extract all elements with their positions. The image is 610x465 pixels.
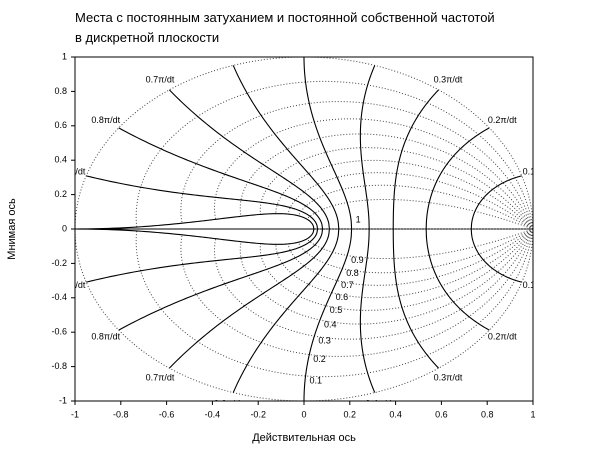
x-axis-label: Действительная ось xyxy=(252,432,356,444)
frequency-label: 0.9π/dt xyxy=(57,280,86,290)
x-tick-label: 0.8 xyxy=(481,409,494,419)
y-tick-label: -0.8 xyxy=(51,361,67,371)
x-tick-label: -0.2 xyxy=(250,409,266,419)
x-tick-label: -0.8 xyxy=(113,409,129,419)
frequency-label: 0.1π/dt xyxy=(523,167,552,177)
frequency-label: 0.6π/dt xyxy=(214,48,243,58)
damping-curve xyxy=(306,198,533,230)
y-tick-label: 1 xyxy=(62,51,67,61)
frequency-curve xyxy=(86,175,319,230)
chart-title: Места с постоянным затуханием и постоянн… xyxy=(75,10,495,25)
damping-label: 0.1 xyxy=(310,375,323,385)
y-tick-label: -0.6 xyxy=(51,327,67,337)
frequency-label: 0.6π/dt xyxy=(214,398,243,408)
y-tick-label: 0 xyxy=(62,223,67,233)
damping-curve xyxy=(135,80,533,230)
y-axis-label: Мнимая ось xyxy=(6,198,18,260)
frequency-label: 0.3π/dt xyxy=(434,372,463,382)
damping-label: 0.6 xyxy=(336,292,349,302)
frequency-label: 0.7π/dt xyxy=(146,74,175,84)
frequency-curve xyxy=(392,89,439,230)
damping-curve xyxy=(213,118,533,230)
damping-curve xyxy=(213,228,533,340)
x-tick-label: 0.2 xyxy=(344,409,357,419)
frequency-label: 0.4π/dt xyxy=(365,48,394,58)
frequency-label: 0.9π/dt xyxy=(57,167,86,177)
damping-label: 0.3 xyxy=(318,335,331,345)
frequency-curve xyxy=(470,175,522,230)
damping-label: 0.7 xyxy=(341,280,354,290)
x-tick-label: -0.4 xyxy=(205,409,221,419)
frequency-label: 0.2π/dt xyxy=(488,332,517,342)
frequency-label: 0.8π/dt xyxy=(91,115,120,125)
y-tick-label: -0.4 xyxy=(51,292,67,302)
plot-area: 0.1 0.2 0.3 0.4 0.5 0.6 0.7 0.8 0.9 1 0.1π/dt 0.1π/… xyxy=(57,39,552,408)
damping-label: 0.5 xyxy=(330,305,343,315)
y-tick-label: 0.8 xyxy=(54,86,67,96)
frequency-curve xyxy=(303,57,353,230)
damping-label: 0.8 xyxy=(346,268,359,278)
damping-curve xyxy=(306,228,533,260)
frequency-curve xyxy=(75,213,315,230)
y-tick-label: -0.2 xyxy=(51,258,67,268)
frequency-curve xyxy=(232,65,340,230)
damping-curve xyxy=(275,228,533,299)
y-tick-label: 0.4 xyxy=(54,155,67,165)
frequency-label: 0.5π/dt xyxy=(290,39,319,49)
chart-title: в дискретной плоскости xyxy=(75,30,219,45)
frequency-curve xyxy=(392,228,439,369)
frequency-curve xyxy=(425,127,490,230)
x-tick-label: -1 xyxy=(71,409,79,419)
frequency-curve xyxy=(470,228,522,283)
frequency-label: 0.8π/dt xyxy=(91,332,120,342)
frequency-curve xyxy=(86,228,319,283)
y-tick-label: 0.6 xyxy=(54,120,67,130)
x-tick-label: 0.6 xyxy=(435,409,448,419)
frequency-curve xyxy=(118,228,324,331)
x-tick-label: 1 xyxy=(530,409,535,419)
frequency-label: 0.7π/dt xyxy=(146,372,175,382)
frequency-label: 0.2π/dt xyxy=(488,115,517,125)
frequency-label: 0.1π/dt xyxy=(523,280,552,290)
frequency-curve xyxy=(75,228,315,245)
y-tick-label: -1 xyxy=(59,395,67,405)
x-tick-label: -0.6 xyxy=(159,409,175,419)
frequency-curve xyxy=(169,228,330,369)
frequency-curve xyxy=(232,228,340,393)
y-tick-label: 0.2 xyxy=(54,189,67,199)
x-tick-label: 0 xyxy=(301,409,306,419)
damping-curve xyxy=(180,228,533,357)
damping-curve xyxy=(135,228,533,378)
frequency-label: 0.4π/dt xyxy=(365,398,394,408)
frequency-curve xyxy=(303,228,353,401)
frequency-curve xyxy=(359,228,376,393)
frequency-curve xyxy=(359,65,376,230)
x-tick-label: 0.4 xyxy=(389,409,402,419)
damping-label: 0.9 xyxy=(351,255,364,265)
damping-curve xyxy=(180,101,533,230)
damping-label: 1 xyxy=(356,214,361,224)
frequency-curve xyxy=(118,127,324,230)
damping-curve xyxy=(275,159,533,230)
damping-label: 0.2 xyxy=(313,354,326,364)
frequency-curve xyxy=(169,89,330,230)
damping-label: 0.4 xyxy=(324,319,337,329)
frequency-curve xyxy=(425,228,490,331)
frequency-label: 0.3π/dt xyxy=(434,74,463,84)
